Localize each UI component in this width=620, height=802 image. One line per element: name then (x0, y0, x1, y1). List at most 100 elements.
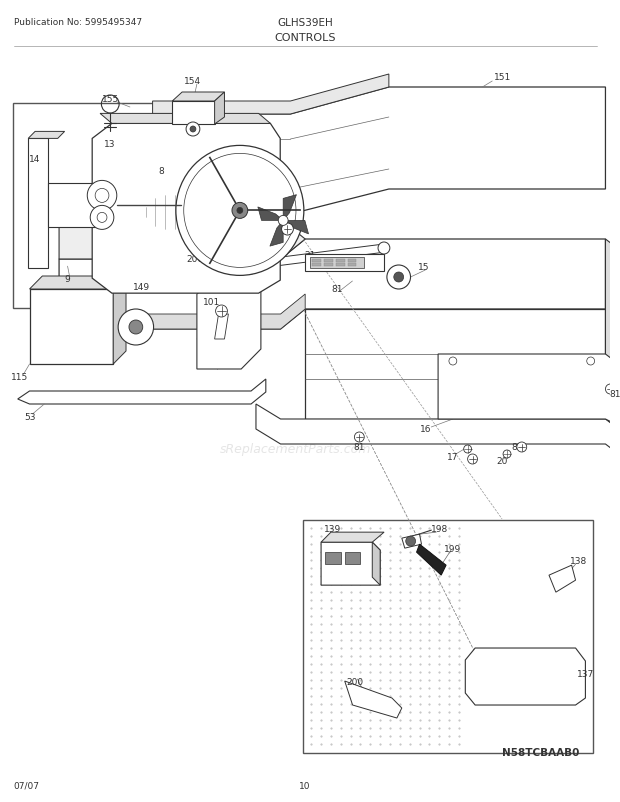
Text: 205: 205 (200, 235, 217, 244)
Circle shape (503, 451, 511, 459)
Text: 101: 101 (203, 298, 220, 307)
Circle shape (394, 273, 404, 282)
Polygon shape (549, 565, 575, 593)
Polygon shape (59, 240, 606, 330)
Text: 200: 200 (346, 677, 363, 686)
Polygon shape (153, 75, 389, 115)
Circle shape (118, 310, 154, 346)
Polygon shape (30, 277, 126, 290)
Bar (335, 264, 345, 267)
Text: 81: 81 (281, 213, 293, 222)
Polygon shape (92, 124, 280, 294)
Circle shape (464, 445, 472, 453)
Polygon shape (402, 534, 422, 549)
Bar (312, 260, 321, 263)
Polygon shape (270, 221, 283, 247)
Circle shape (216, 306, 228, 318)
Polygon shape (215, 314, 228, 339)
Polygon shape (172, 93, 224, 102)
Circle shape (449, 358, 457, 366)
Polygon shape (606, 240, 620, 435)
Polygon shape (345, 681, 402, 718)
Text: 23: 23 (319, 260, 330, 269)
Circle shape (176, 146, 304, 276)
Text: 81: 81 (353, 443, 365, 452)
Circle shape (190, 127, 196, 133)
Text: 138: 138 (570, 556, 587, 565)
Bar (312, 264, 321, 267)
Polygon shape (215, 93, 224, 125)
Circle shape (387, 265, 410, 290)
Text: Publication No: 5995495347: Publication No: 5995495347 (14, 18, 142, 27)
Circle shape (91, 206, 114, 230)
Text: 21: 21 (304, 250, 316, 259)
Polygon shape (113, 277, 126, 365)
Circle shape (129, 321, 143, 334)
Circle shape (517, 443, 527, 452)
Circle shape (278, 216, 288, 226)
Text: 149: 149 (133, 282, 150, 291)
Text: 9: 9 (64, 274, 71, 283)
Polygon shape (232, 195, 268, 232)
Text: 199: 199 (445, 544, 462, 553)
Bar (324, 264, 333, 267)
Polygon shape (48, 184, 97, 228)
Polygon shape (197, 260, 261, 370)
Text: 14: 14 (29, 155, 41, 164)
Text: 21A: 21A (236, 268, 253, 277)
Bar (324, 260, 333, 263)
Text: 17: 17 (447, 453, 459, 462)
Text: 81: 81 (511, 443, 523, 452)
Polygon shape (28, 132, 64, 140)
Bar (348, 264, 356, 267)
Bar (348, 260, 356, 263)
Text: GLHS39EH: GLHS39EH (277, 18, 333, 28)
Polygon shape (226, 245, 386, 273)
Text: 115: 115 (11, 373, 29, 382)
Circle shape (467, 455, 477, 464)
Polygon shape (59, 294, 305, 330)
Circle shape (281, 224, 293, 236)
Polygon shape (305, 255, 384, 272)
Polygon shape (59, 220, 305, 260)
Polygon shape (321, 533, 384, 542)
Text: 81: 81 (331, 286, 342, 294)
Text: 151: 151 (494, 74, 511, 83)
Text: 8: 8 (158, 167, 164, 176)
Polygon shape (28, 140, 48, 269)
Circle shape (186, 123, 200, 137)
Text: N58TCBAAB0: N58TCBAAB0 (502, 747, 580, 757)
Circle shape (237, 209, 243, 214)
Circle shape (606, 384, 615, 395)
Polygon shape (465, 648, 585, 705)
Bar (345, 553, 360, 565)
Ellipse shape (144, 190, 233, 235)
Circle shape (87, 181, 117, 211)
Text: 13: 13 (104, 140, 116, 148)
Bar (14, 104, 288, 309)
Text: 81: 81 (609, 390, 620, 399)
Text: 53: 53 (24, 413, 35, 422)
Polygon shape (30, 290, 113, 365)
Bar (310, 257, 365, 269)
Polygon shape (305, 310, 606, 419)
Text: 155: 155 (102, 95, 119, 104)
Text: 139: 139 (324, 524, 342, 533)
Text: 154: 154 (184, 78, 202, 87)
Polygon shape (372, 542, 380, 585)
Polygon shape (283, 221, 309, 235)
Circle shape (355, 432, 365, 443)
Bar (325, 553, 341, 565)
Text: 206: 206 (187, 255, 203, 264)
Polygon shape (258, 208, 283, 221)
Bar (303, 520, 593, 753)
Polygon shape (100, 114, 270, 124)
Text: 16: 16 (420, 425, 431, 434)
Text: 15: 15 (418, 263, 429, 272)
Text: CONTROLS: CONTROLS (275, 33, 336, 43)
Text: 20: 20 (497, 457, 508, 466)
Text: 5: 5 (277, 176, 283, 185)
Text: 137: 137 (577, 669, 594, 678)
Circle shape (405, 537, 415, 546)
Circle shape (378, 243, 390, 255)
